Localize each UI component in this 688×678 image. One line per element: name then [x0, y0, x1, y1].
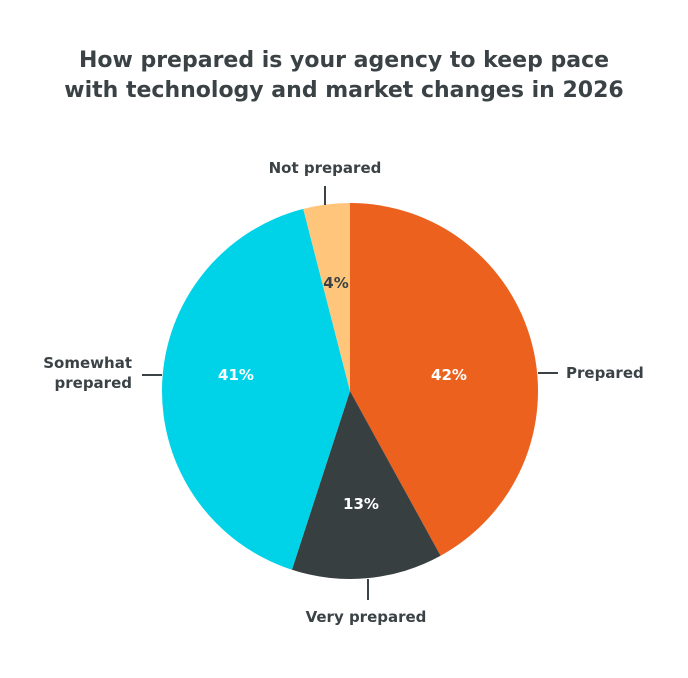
- pie-slice-very-prepared: [291, 391, 441, 579]
- pie-slice-prepared: [350, 203, 538, 556]
- slice-label-somewhat-prepared-line1: Somewhat: [43, 354, 132, 372]
- value-label-not-prepared: 4%: [323, 274, 348, 292]
- value-label-prepared: 42%: [431, 366, 467, 384]
- slice-label-prepared: Prepared: [566, 364, 644, 382]
- value-label-very-prepared: 13%: [343, 495, 379, 513]
- pie-slice-somewhat-prepared: [161, 208, 350, 570]
- slice-label-very-prepared: Very prepared: [306, 608, 427, 626]
- chart-title-line: with technology and market changes in 20…: [64, 78, 624, 103]
- slice-label-somewhat-prepared-line2: prepared: [55, 374, 132, 392]
- value-label-somewhat-prepared: 41%: [218, 366, 254, 384]
- chart-title: How prepared is your agency to keep pace…: [0, 46, 688, 106]
- pie-slice-not-prepared: [303, 203, 350, 391]
- slice-label-not-prepared: Not prepared: [269, 159, 382, 177]
- chart-title-line: How prepared is your agency to keep pace: [78, 48, 610, 73]
